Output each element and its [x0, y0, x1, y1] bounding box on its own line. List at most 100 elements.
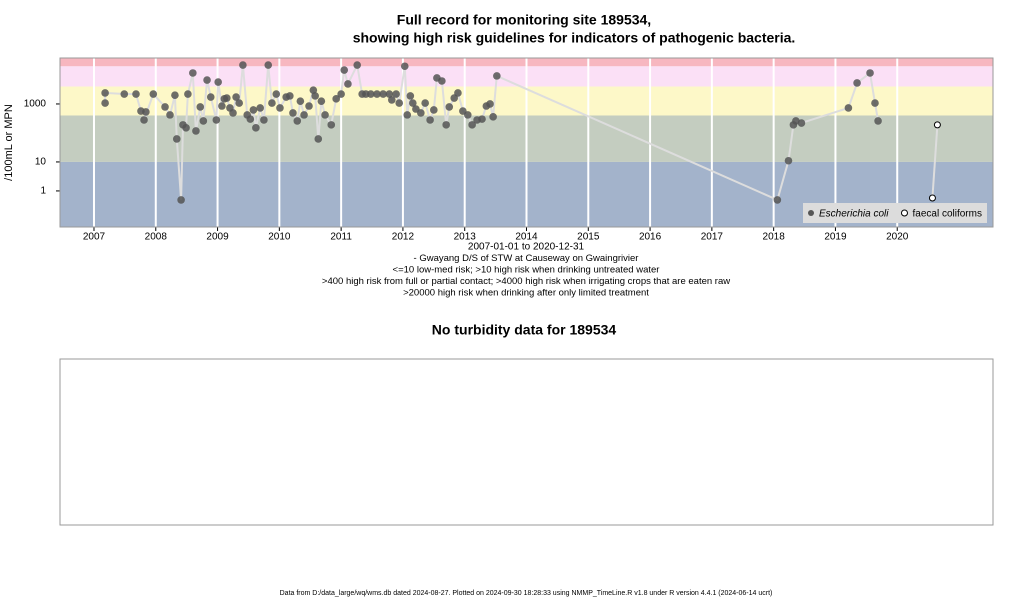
data-point — [232, 93, 240, 101]
data-point — [296, 97, 305, 105]
data-point — [260, 116, 268, 124]
legend-marker — [900, 209, 908, 217]
data-point — [493, 72, 501, 80]
y-tick-label: 10 — [35, 157, 47, 168]
data-point — [353, 61, 362, 69]
x-tick-label: 2013 — [454, 232, 477, 243]
data-point — [385, 90, 394, 98]
data-point — [300, 111, 308, 119]
data-point — [406, 92, 415, 100]
data-point — [189, 69, 197, 77]
data-point — [871, 99, 879, 107]
data-point — [321, 111, 329, 119]
data-point — [218, 102, 226, 110]
data-point — [409, 99, 417, 107]
data-point — [442, 121, 450, 129]
data-point — [276, 104, 284, 112]
data-point — [464, 111, 472, 119]
data-point — [286, 92, 294, 100]
data-point — [426, 116, 434, 124]
data-point — [171, 91, 179, 100]
data-point — [214, 78, 222, 86]
y-axis-label: /100mL or MPN — [3, 104, 15, 181]
x-tick-label: 2018 — [763, 232, 786, 243]
plot-frame — [59, 57, 994, 228]
data-point — [327, 121, 336, 129]
data-point — [366, 90, 375, 98]
data-point — [289, 109, 297, 117]
caption-line: - Gwayang D/S of STW at Causeway on Gwai… — [414, 253, 639, 264]
data-point — [272, 90, 281, 98]
x-axis-label: 2007-01-01 to 2020-12-31 — [468, 242, 585, 253]
data-point — [403, 111, 412, 119]
data-point — [417, 109, 425, 117]
data-point — [206, 93, 215, 101]
data-point — [309, 86, 318, 94]
x-tick-label: 2008 — [145, 232, 168, 243]
data-point — [246, 115, 255, 123]
x-tick-label: 2016 — [639, 232, 662, 243]
legend-label: Escherichia coli — [819, 209, 889, 220]
legend-marker — [808, 210, 814, 216]
data-point — [305, 102, 313, 110]
data-point — [844, 104, 853, 112]
y-tick-label: 1 — [40, 186, 46, 197]
x-tick-label: 2012 — [392, 232, 415, 243]
series-line — [931, 124, 939, 199]
x-tick-label: 2010 — [268, 232, 291, 243]
caption-line: >400 high risk from full or partial cont… — [322, 276, 730, 287]
data-point — [293, 117, 302, 125]
x-tick-label: 2019 — [824, 232, 847, 243]
x-tick-label: 2020 — [886, 232, 909, 243]
chart-title: Full record for monitoring site 189534, — [397, 12, 651, 28]
data-point — [196, 103, 205, 111]
data-point — [784, 156, 793, 165]
data-point — [229, 109, 237, 117]
data-point — [252, 124, 260, 132]
data-point — [928, 194, 936, 202]
data-point — [344, 80, 352, 88]
x-tick-label: 2011 — [330, 232, 352, 243]
data-point — [421, 99, 429, 107]
data-point — [933, 121, 941, 129]
data-point — [101, 89, 109, 97]
data-point — [268, 99, 276, 107]
data-point — [438, 77, 446, 85]
data-point — [212, 116, 221, 124]
legend-label: faecal coliforms — [912, 209, 981, 220]
data-point — [256, 104, 264, 112]
data-point — [161, 103, 169, 111]
data-point — [149, 90, 158, 98]
x-tick-label: 2015 — [577, 232, 600, 243]
x-tick-label: 2014 — [515, 232, 538, 243]
data-point — [192, 127, 200, 135]
data-point — [177, 196, 185, 204]
data-point — [445, 103, 454, 111]
data-point — [166, 111, 174, 119]
data-point — [866, 69, 874, 77]
data-point — [120, 90, 129, 98]
data-point — [773, 196, 782, 204]
data-point — [489, 113, 497, 121]
data-point — [142, 108, 150, 116]
data-point — [249, 106, 258, 114]
data-point — [395, 99, 404, 107]
data-point — [332, 95, 340, 103]
data-point — [132, 90, 140, 98]
y-tick-label: 1000 — [24, 99, 47, 110]
data-point — [379, 90, 387, 98]
data-point — [314, 135, 323, 143]
data-point — [199, 117, 208, 125]
data-point — [430, 106, 438, 114]
chart-subtitle: showing high risk guidelines for indicat… — [353, 30, 796, 46]
data-point — [468, 121, 476, 129]
data-point — [182, 124, 190, 132]
data-point — [400, 62, 409, 71]
caption-line: <=10 low-med risk; >10 high risk when dr… — [393, 265, 660, 276]
data-point — [340, 66, 349, 74]
data-point — [239, 61, 247, 69]
data-point — [235, 99, 243, 107]
data-point — [337, 90, 345, 98]
panel-title: No turbidity data for 189534 — [432, 322, 617, 338]
